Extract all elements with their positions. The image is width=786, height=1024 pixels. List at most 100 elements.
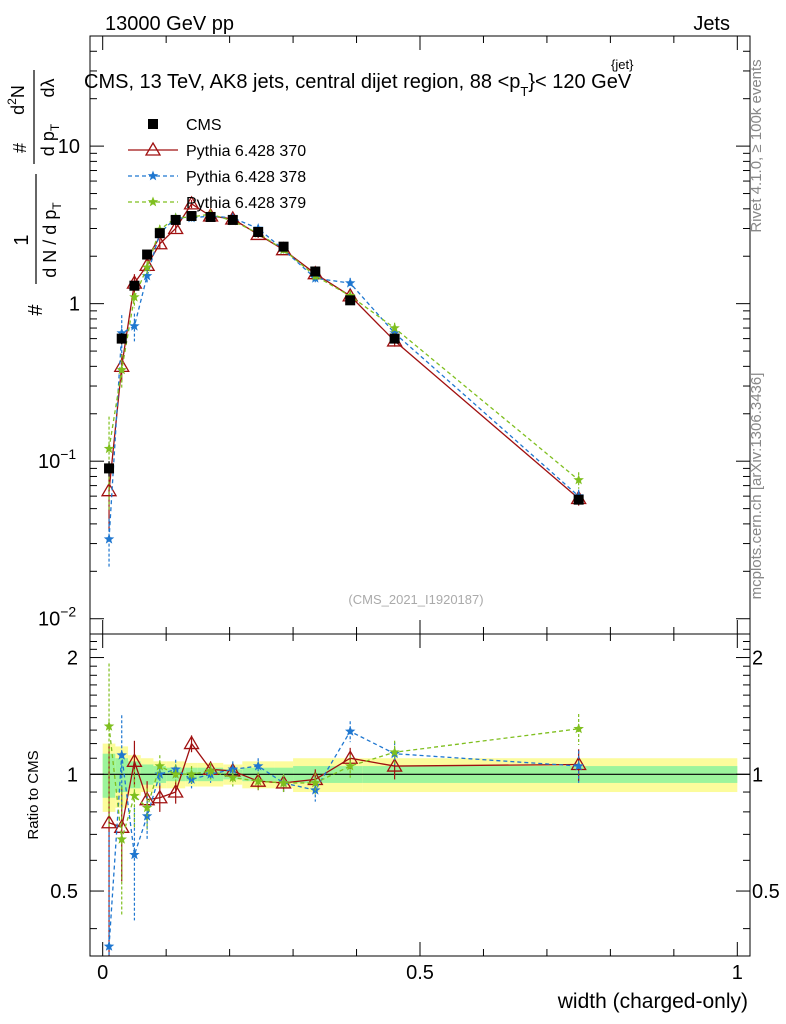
ratio-panel: 0 0.5 1 0.5 0.5 1 1 2 2: [50, 633, 780, 984]
data-point: [389, 327, 400, 338]
data-point: [345, 295, 356, 306]
ratio-line-2: [108, 730, 579, 947]
ratio-point: [154, 760, 165, 771]
ratio-line-3: [108, 726, 579, 840]
analysis-id: (CMS_2021_I1920187): [348, 592, 483, 607]
ratio-y-tick-label: 2: [67, 648, 78, 670]
title-main: CMS, 13 TeV, AK8 jets, central dijet reg…: [84, 71, 520, 93]
data-point: [104, 463, 115, 474]
ratio-point: [167, 783, 184, 798]
data-point: [170, 214, 181, 225]
data-point: [129, 280, 140, 291]
ratio-point: [126, 753, 143, 767]
title-end: }< 120 GeV: [528, 71, 632, 93]
ratio-point: [252, 760, 264, 771]
legend-marker: [147, 170, 159, 181]
ylabel-d: d: [8, 105, 28, 115]
data-point: [186, 211, 197, 222]
ylabel-denom-sub: T: [50, 202, 64, 210]
legend-marker: [147, 196, 159, 207]
legend-marker: [148, 119, 158, 129]
ratio-point: [129, 790, 140, 801]
data-point: [129, 291, 140, 302]
ratio-point: [183, 735, 200, 750]
ratio-point: [573, 723, 584, 734]
ylabel-dlambda: dλ: [38, 78, 58, 97]
ratio-point: [389, 746, 400, 757]
ratio-marks: [100, 663, 587, 956]
ratio-y-tick-label: 1: [67, 764, 78, 786]
legend-marker: [144, 141, 162, 156]
ratio-point: [103, 720, 115, 731]
ratio-point: [170, 763, 181, 774]
data-point: [345, 277, 356, 288]
ratio-axes: 0 0.5 1 0.5 0.5 1 1 2 2: [50, 634, 780, 984]
ylabel-one: 1: [11, 234, 33, 245]
ratio-point: [573, 760, 584, 771]
data-point: [310, 266, 321, 277]
mcplots-label: mcplots.cern.ch [arXiv:1306.3436]: [748, 373, 765, 600]
svg-text:d pT: d pT: [38, 123, 62, 156]
ratio-point: [278, 777, 289, 788]
data-point: [142, 249, 153, 260]
ratio-point: [100, 814, 118, 829]
data-point: [141, 261, 153, 272]
ratio-frame: [89, 633, 751, 957]
ratio-point: [170, 768, 181, 779]
plot-title: CMS, 13 TeV, AK8 jets, central dijet reg…: [84, 57, 634, 99]
ylabel-hash: #: [25, 304, 47, 316]
x-tick-label: 0: [97, 962, 108, 984]
data-point: [116, 327, 127, 338]
data-point: [141, 270, 153, 281]
y-tick-label: 1: [69, 294, 80, 316]
title-sup: {jet}: [611, 57, 634, 72]
ratio-point: [227, 772, 238, 783]
energy-label: 13000 GeV pp: [105, 13, 234, 35]
legend-label: CMS: [186, 117, 222, 134]
ratio-point: [186, 768, 197, 779]
ratio-point: [151, 789, 168, 804]
ratio-point: [386, 757, 403, 772]
ylabel-hash2: #: [10, 143, 30, 153]
ylabel-sup2: 2: [5, 98, 19, 105]
data-point: [389, 322, 400, 333]
ratio-point: [154, 768, 165, 779]
title-sub: T: [520, 84, 528, 99]
ratio-point: [129, 849, 140, 860]
data-point: [116, 364, 127, 375]
x-tick-label: 1: [732, 962, 743, 984]
ratio-point: [103, 940, 115, 951]
data-point: [151, 235, 168, 250]
svg-text:#: #: [25, 304, 47, 316]
ratio-point: [116, 749, 127, 760]
ratio-point: [205, 765, 216, 776]
svg-text:d2N: d2N: [5, 85, 28, 115]
ratio-point: [345, 760, 356, 771]
legend-label: Pythia 6.428 378: [186, 169, 306, 186]
ratio-y-tick-label: 0.5: [50, 881, 78, 903]
data-point: [129, 320, 140, 331]
x-tick-label: 0.5: [406, 962, 434, 984]
ratio-point: [345, 725, 356, 736]
legend-label: Pythia 6.428 370: [186, 143, 306, 160]
data-point: [389, 333, 400, 344]
svg-text:CMS, 13 TeV, AK8 jets, central: CMS, 13 TeV, AK8 jets, central dijet reg…: [84, 71, 632, 99]
data-point: [103, 443, 115, 454]
ratio-y-tick-label-right: 2: [752, 648, 763, 670]
ylabel-dp: d p: [38, 131, 58, 156]
data-point: [183, 195, 200, 210]
main-axes: 10−2 10−1 1 10: [38, 35, 750, 634]
ratio-point: [141, 802, 153, 813]
x-axis-label: width (charged-only): [557, 990, 748, 1013]
data-point: [278, 241, 289, 252]
data-point: [116, 333, 127, 344]
data-point: [253, 226, 264, 237]
ylabel-denom: d N / d p: [40, 210, 60, 278]
ylabel-dp-sub: T: [48, 123, 62, 131]
ratio-point: [227, 763, 238, 774]
legend: CMS Pythia 6.428 370 Pythia 6.428 378 Pythi…: [128, 117, 306, 212]
data-point: [227, 214, 238, 225]
data-point: [573, 474, 584, 485]
svg-text:d N / d pT: d N / d pT: [40, 202, 64, 278]
